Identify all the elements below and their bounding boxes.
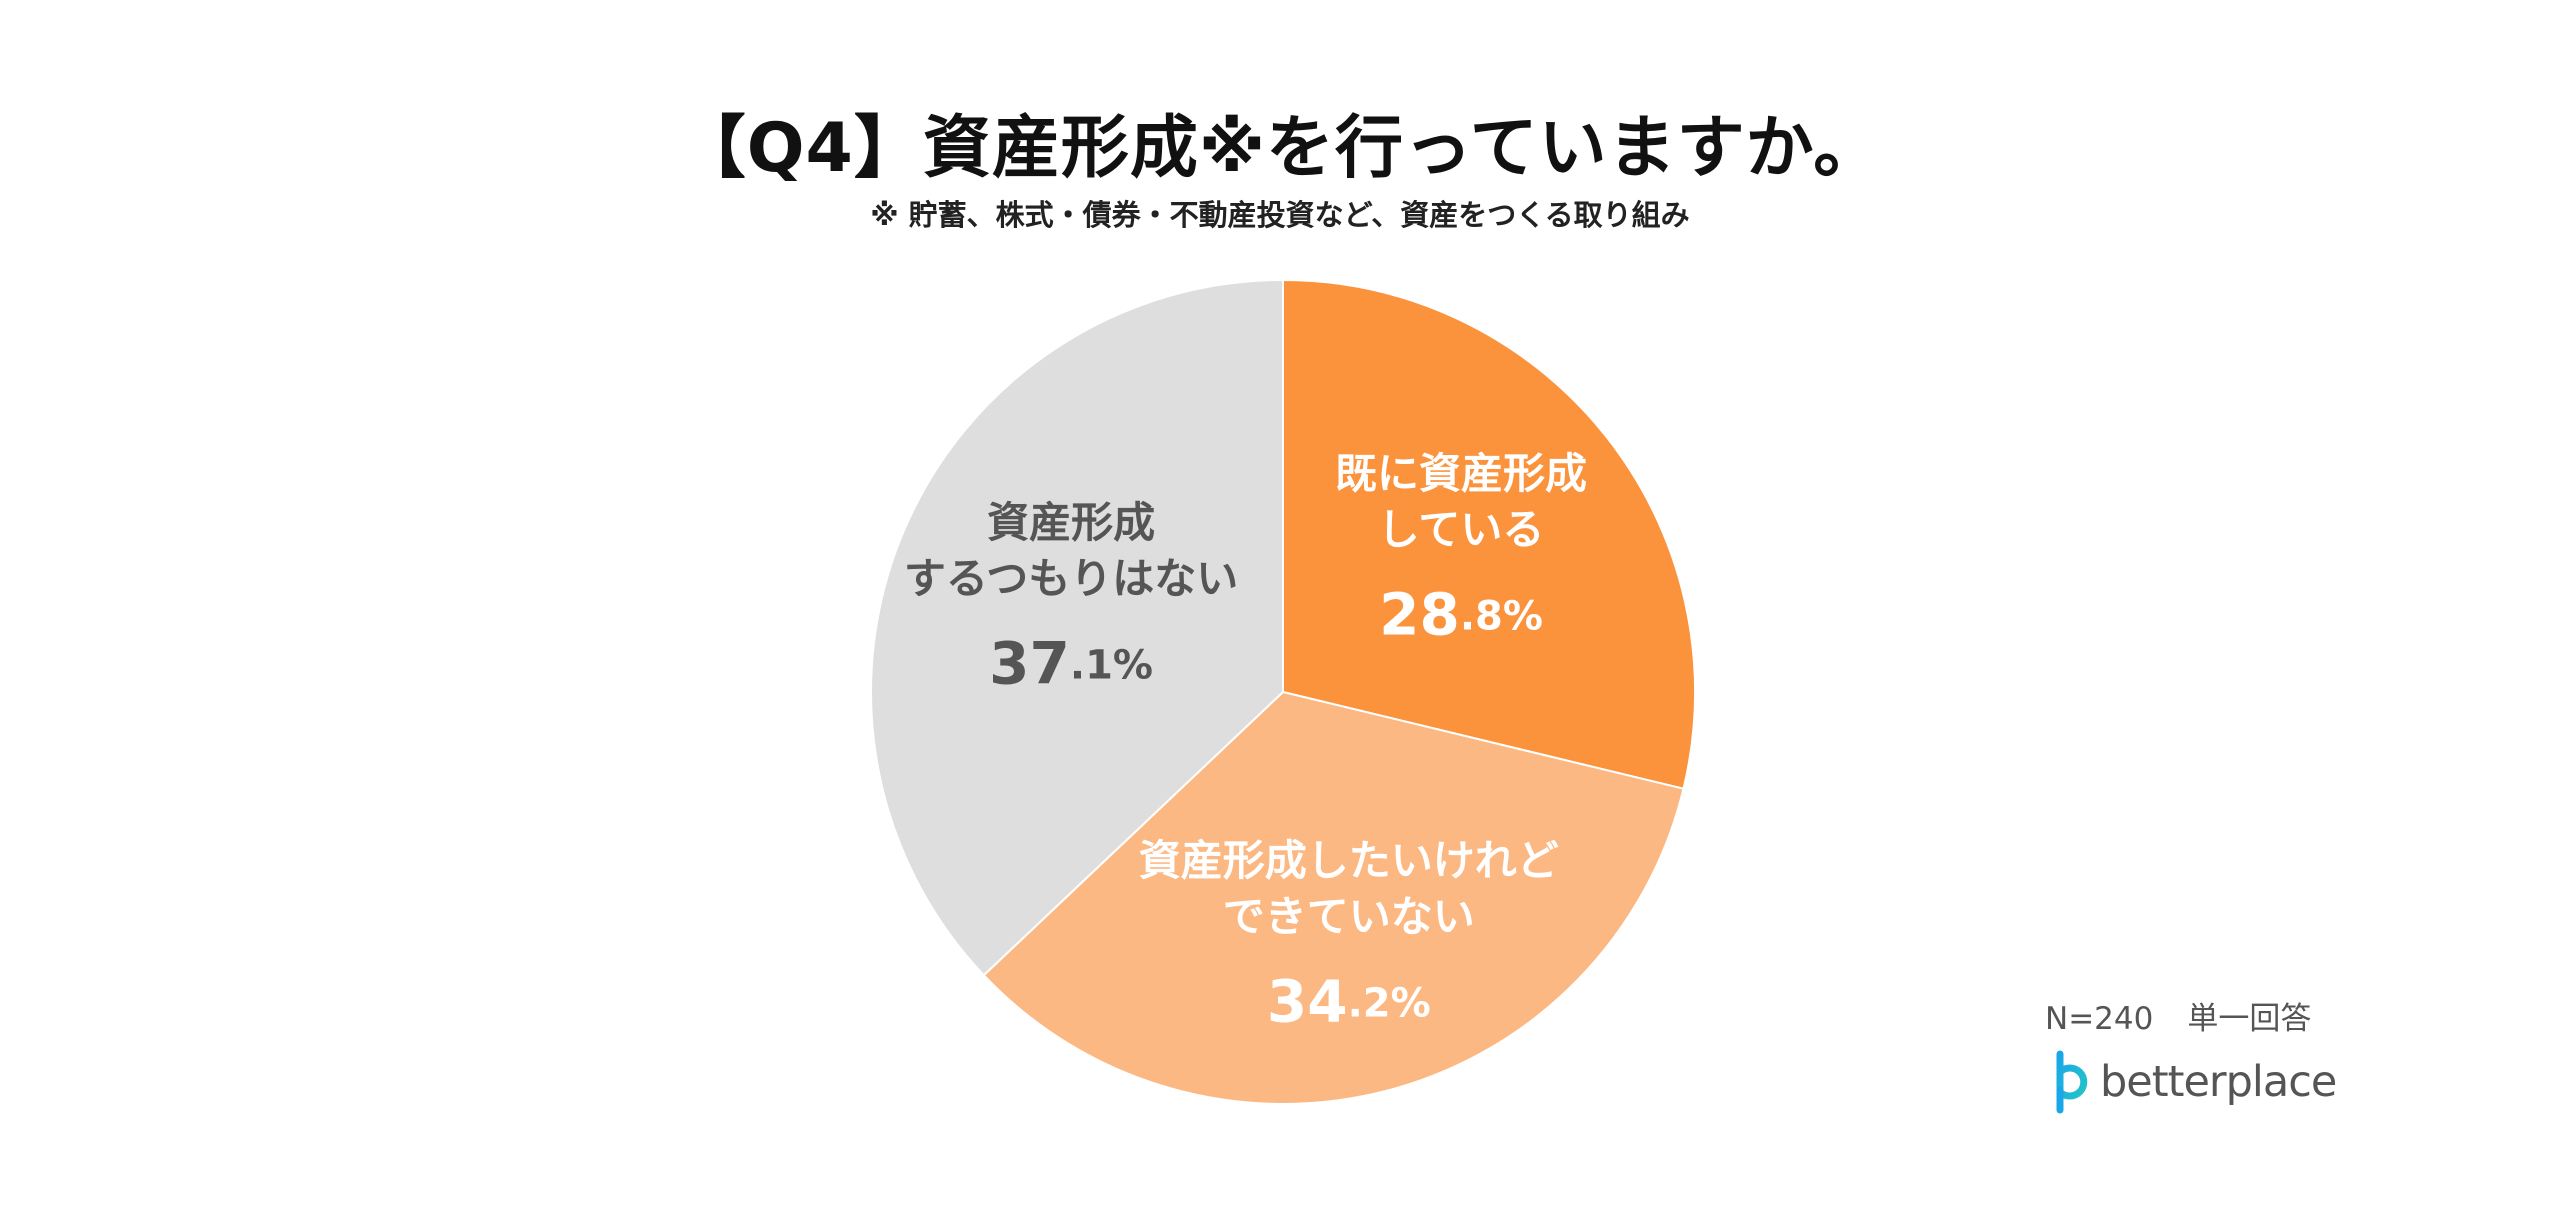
slice-value-2: 34.2%: [1267, 967, 1431, 1035]
pie-slice-3: [870, 278, 1284, 977]
slice-label-2-line-2: できていない: [1223, 892, 1475, 941]
chart-title: 【Q4】資産形成※を行っていますか。: [677, 109, 1883, 188]
brand-logo: betterplace: [2052, 1050, 2337, 1114]
sample-size: N=240: [2045, 1001, 2154, 1037]
slice-label-3-line-1: 資産形成: [987, 498, 1155, 547]
slice-value-1: 28.8%: [1379, 580, 1543, 648]
betterplace-logo-icon: [2056, 1050, 2088, 1114]
slice-label-1-line-2: している: [1378, 505, 1545, 554]
slice-label-3-line-2: するつもりはない: [904, 554, 1238, 603]
slice-label-2-line-1: 資産形成したいけれど: [1139, 836, 1559, 885]
slice-label-1-line-1: 既に資産形成: [1335, 449, 1587, 498]
chart-subtitle: ※ 貯蓄、株式・債券・不動産投資など、資産をつくる取り組み: [870, 198, 1690, 232]
answer-type: 単一回答: [2187, 1001, 2312, 1037]
sample-info: N=240 単一回答: [2045, 993, 2345, 1038]
slice-value-3: 37.1%: [989, 629, 1153, 697]
pie-slice-1: [1282, 278, 1696, 790]
brand-name: betterplace: [2100, 1057, 2337, 1107]
pie-slice-2: [982, 690, 1685, 1105]
